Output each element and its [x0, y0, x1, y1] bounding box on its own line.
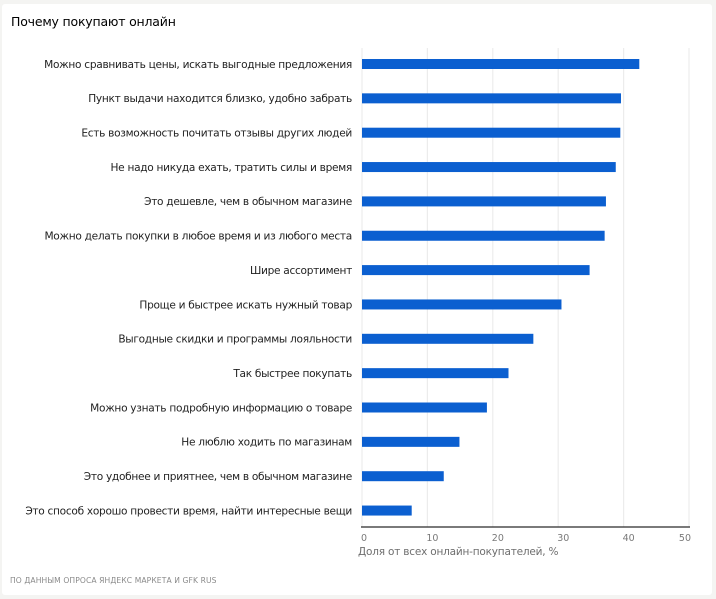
bar-12 — [362, 436, 460, 447]
bars — [362, 59, 640, 516]
bar-11 — [362, 402, 487, 413]
bar-7 — [362, 265, 590, 276]
category-labels: Можно сравнивать цены, искать выгодные п… — [25, 59, 353, 518]
category-label-2: Пункт выдачи находится близко, удобно за… — [88, 93, 352, 105]
bar-9 — [362, 333, 534, 344]
category-label-4: Не надо никуда ехать, тратить силы и вре… — [111, 162, 352, 174]
bar-3 — [362, 127, 621, 138]
x-tick-label-20: 20 — [492, 533, 504, 544]
category-label-10: Так быстрее покупать — [232, 368, 352, 380]
category-label-14: Это способ хорошо провести время, найти … — [25, 505, 352, 517]
bar-14 — [362, 505, 412, 516]
chart-title: Почему покупают онлайн — [11, 14, 176, 29]
bar-13 — [362, 471, 444, 482]
x-tick-label-0: 0 — [361, 533, 367, 544]
category-label-12: Не люблю ходить по магазинам — [181, 437, 352, 449]
category-label-7: Шире ассортимент — [250, 265, 352, 277]
x-tick-label-40: 40 — [623, 533, 635, 544]
x-axis-title: Доля от всех онлайн-покупателей, % — [358, 546, 559, 558]
bar-2 — [362, 93, 621, 104]
x-tick-label-10: 10 — [426, 533, 438, 544]
category-label-3: Есть возможность почитать отзывы других … — [81, 128, 352, 140]
x-axis: 0 10 20 30 40 50 — [361, 526, 691, 544]
bar-5 — [362, 196, 606, 207]
category-label-6: Можно делать покупки в любое время и из … — [44, 231, 352, 243]
bar-6 — [362, 230, 605, 241]
bar-4 — [362, 162, 616, 173]
x-tick-label-30: 30 — [557, 533, 569, 544]
category-label-5: Это дешевле, чем в обычном магазине — [144, 196, 352, 208]
bar-10 — [362, 368, 509, 379]
category-label-1: Можно сравнивать цены, искать выгодные п… — [44, 59, 352, 71]
bar-8 — [362, 299, 562, 310]
category-label-9: Выгодные скидки и программы лояльности — [118, 334, 352, 346]
x-tick-label-50: 50 — [679, 533, 691, 544]
category-label-13: Это удобнее и приятнее, чем в обычном ма… — [84, 471, 352, 483]
category-label-11: Можно узнать подробную информацию о това… — [90, 402, 352, 414]
source-note: По данным опроса Яндекс Маркета и GfK Ru… — [10, 576, 217, 585]
category-label-8: Проще и быстрее искать нужный товар — [139, 299, 352, 311]
bar-1 — [362, 59, 640, 69]
gridlines — [361, 48, 690, 527]
